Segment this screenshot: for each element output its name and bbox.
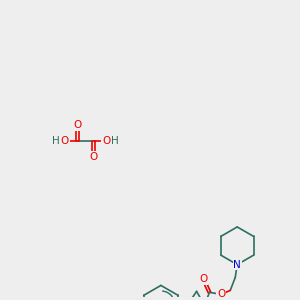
Text: O: O — [217, 289, 226, 299]
Text: O: O — [102, 136, 110, 146]
Text: O: O — [89, 152, 98, 162]
Text: O: O — [61, 136, 69, 146]
Text: N: N — [233, 260, 241, 270]
Text: H: H — [52, 136, 60, 146]
Text: H: H — [111, 136, 119, 146]
Text: O: O — [200, 274, 208, 284]
Text: O: O — [74, 120, 82, 130]
